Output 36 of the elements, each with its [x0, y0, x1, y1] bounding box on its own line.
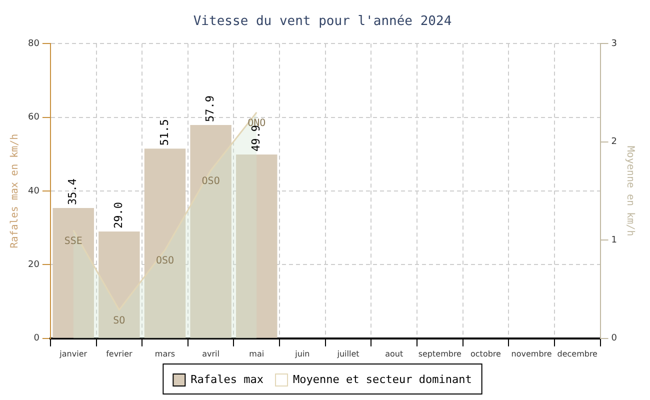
- x-tick-label: juillet: [336, 349, 360, 358]
- data-label: 49.9: [249, 125, 262, 152]
- y2-tick-label: 0: [611, 334, 618, 344]
- y-tick-label: 80: [28, 38, 40, 49]
- data-label: OSO: [156, 256, 174, 267]
- y-tick-label: 0: [34, 334, 40, 344]
- data-label: 51.5: [158, 119, 171, 146]
- data-label: OSO: [202, 176, 220, 187]
- y2-tick-label: 1: [611, 235, 618, 246]
- x-tick-label: avril: [202, 349, 220, 358]
- chart-title: Vitesse du vent pour l'année 2024: [193, 14, 452, 30]
- y-tick-label: 60: [28, 112, 40, 123]
- y2-tick-label: 2: [611, 137, 618, 148]
- x-tick-label: fevrier: [106, 349, 133, 358]
- data-label: 35.4: [66, 178, 80, 205]
- x-tick-label: decembre: [557, 349, 598, 358]
- y-tick-label: 40: [28, 186, 40, 196]
- y-tick-label: 20: [28, 260, 40, 270]
- data-label: 57.9: [204, 96, 217, 122]
- x-tick-label: mai: [249, 349, 264, 358]
- x-tick-label: aout: [385, 349, 404, 358]
- y2-tick-label: 3: [611, 38, 618, 49]
- x-tick-label: septembre: [418, 349, 462, 358]
- bar: [236, 154, 278, 338]
- x-tick-label: juin: [294, 349, 310, 358]
- x-tick-label: janvier: [58, 349, 88, 358]
- legend-label: Rafales max: [190, 372, 264, 386]
- x-tick-label: mars: [154, 349, 176, 358]
- y2-axis-title: Moyenne en km/h: [624, 146, 636, 236]
- x-tick-label: novembre: [511, 349, 552, 358]
- legend-label: Moyenne et secteur dominant: [293, 372, 472, 386]
- x-tick-label: octobre: [470, 349, 502, 358]
- data-label: 29.0: [112, 202, 126, 229]
- data-label: SO: [113, 315, 126, 326]
- y-axis-title: Rafales max en km/h: [10, 134, 21, 248]
- data-label: SSE: [64, 236, 82, 247]
